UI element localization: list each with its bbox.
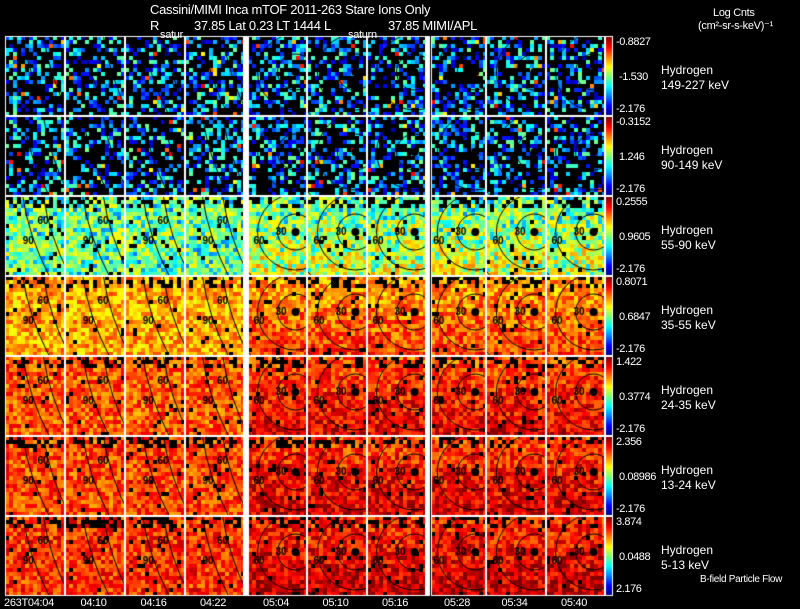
species-label: Hydrogen (661, 63, 714, 77)
planet-label-2: saturn (348, 29, 377, 41)
colorbar-max-label: 0.2555 (616, 196, 648, 208)
colorbar-mid-label: 0.08986 (619, 471, 656, 483)
x-tick-label: 05:04 (263, 597, 290, 609)
x-tick-label: 04:10 (80, 597, 107, 609)
colorbar-mid-label: 0.6847 (619, 311, 651, 323)
colorbar-max-label: 3.874 (616, 516, 642, 528)
planet-label-1: satur (160, 29, 183, 41)
energy-range-label: 90-149 keV (661, 158, 723, 172)
energy-range-label: 55-90 keV (661, 238, 716, 252)
colorbar-min-label: -2.176 (616, 103, 645, 115)
energy-range-label: 13-24 keV (661, 478, 716, 492)
colorbar-max-label: -0.3152 (616, 116, 651, 128)
species-label: Hydrogen (661, 303, 714, 317)
energy-range-label: 5-13 keV (661, 558, 710, 572)
x-tick-label: 05:34 (501, 597, 528, 609)
species-label: Hydrogen (661, 543, 714, 557)
species-label: Hydrogen (661, 143, 714, 157)
x-tick-label: 04:16 (140, 597, 167, 609)
colorbar-mid-label: 0.3774 (619, 391, 651, 403)
species-label: Hydrogen (661, 223, 714, 237)
x-tick-label: 05:16 (382, 597, 409, 609)
colorbar-max-label: 0.8071 (616, 276, 648, 288)
species-label: Hydrogen (661, 383, 714, 397)
energy-range-label: 35-55 keV (661, 318, 716, 332)
colorbar-mid-label: 0.9605 (619, 231, 651, 243)
energy-range-label: 149-227 keV (661, 78, 730, 92)
energy-range-label: 24-35 keV (661, 398, 716, 412)
colorbar-min-label: -2.176 (616, 183, 645, 195)
units-title: Log Cnts (713, 7, 755, 19)
units-label: (cm²-sr-s-keV)⁻¹ (698, 20, 773, 32)
x-tick-label: 263T04:04 (4, 597, 54, 609)
position-r-label: R (150, 18, 160, 33)
plot-title: Cassini/MIMI Inca mTOF 2011-263 Stare Io… (150, 2, 431, 17)
x-tick-label: 04:22 (200, 597, 227, 609)
colorbar-min-label: -2.176 (616, 263, 645, 275)
x-tick-label: 05:28 (444, 597, 471, 609)
colorbar-max-label: 1.422 (616, 356, 642, 368)
x-tick-label: 05:40 (561, 597, 588, 609)
colorbar-max-label: -0.8827 (616, 36, 651, 48)
colorbar-mid-label: 0.0488 (619, 551, 651, 563)
l-shell-info: 37.85 MIMI/APL (388, 18, 478, 33)
colorbar-min-label: -2.176 (616, 503, 645, 515)
colorbar-mid-label: -1.530 (619, 71, 648, 83)
colorbar-mid-label: 1.246 (619, 151, 645, 163)
colorbar-min-label: -2.176 (616, 423, 645, 435)
colorbar-min-label: 2.176 (616, 583, 642, 595)
colorbar-min-label: -2.176 (616, 343, 645, 355)
b-field-legend: B-field Particle Flow (700, 574, 783, 585)
x-tick-label: 05:10 (322, 597, 349, 609)
position-info: 37.85 Lat 0.23 LT 1444 L (194, 18, 331, 33)
species-label: Hydrogen (661, 463, 714, 477)
colorbar-max-label: 2.356 (616, 436, 642, 448)
